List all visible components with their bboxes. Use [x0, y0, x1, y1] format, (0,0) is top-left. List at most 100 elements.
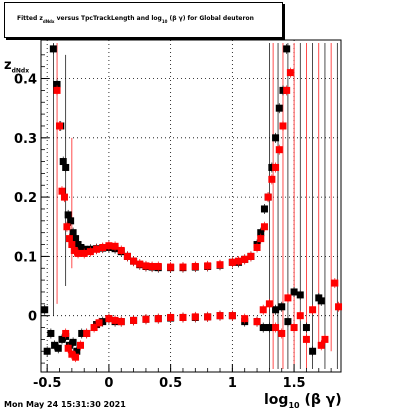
data-point: [142, 262, 150, 270]
data-point: [260, 223, 268, 231]
data-point: [117, 246, 125, 254]
data-point: [77, 244, 85, 251]
x-tick-label: 0: [104, 376, 113, 391]
data-point: [68, 350, 76, 358]
data-point: [331, 279, 339, 287]
data-point: [279, 122, 287, 130]
data-point: [264, 193, 272, 201]
data-point: [136, 260, 144, 268]
y-axis-label: zdNdx: [4, 58, 30, 75]
data-point: [228, 258, 236, 266]
data-point: [191, 262, 199, 270]
x-tick-label: 1.5: [283, 376, 306, 391]
data-point: [253, 318, 261, 326]
data-point: [111, 316, 119, 324]
data-point: [278, 329, 286, 337]
data-point: [302, 335, 310, 343]
data-point: [309, 306, 317, 314]
data-point: [130, 257, 138, 265]
data-point: [204, 262, 212, 270]
data-point: [60, 193, 68, 201]
data-point: [59, 158, 67, 166]
plot-frame: [40, 39, 342, 373]
data-point: [69, 338, 77, 346]
data-point: [53, 80, 61, 88]
data-point: [72, 353, 80, 361]
data-point: [279, 86, 287, 94]
data-point: [283, 45, 291, 53]
y-tick-label: 0.1: [14, 250, 37, 265]
data-point: [105, 315, 113, 323]
data-point: [90, 324, 98, 332]
data-point: [259, 324, 267, 332]
data-point: [130, 316, 138, 324]
data-point: [257, 235, 265, 243]
data-point: [296, 312, 304, 320]
y-tick-label: 0.3: [14, 132, 37, 147]
data-point: [265, 300, 273, 308]
data-point: [283, 86, 291, 94]
data-point: [78, 329, 86, 337]
data-point: [83, 329, 91, 337]
data-point: [142, 315, 150, 323]
data-point: [73, 347, 81, 355]
data-point: [284, 294, 292, 302]
data-point: [228, 312, 236, 320]
data-point: [309, 347, 317, 355]
data-point: [105, 242, 113, 250]
data-point: [54, 344, 62, 352]
data-point: [86, 248, 94, 256]
data-point: [179, 313, 187, 321]
x-tick-label: -0.5: [33, 376, 61, 391]
data-point: [216, 312, 224, 320]
data-point: [259, 306, 267, 314]
chart-title: Fitted zdNdx versus TpcTrackLength and l…: [17, 15, 254, 24]
data-point: [179, 263, 187, 271]
data-point: [62, 163, 70, 171]
data-point: [69, 229, 77, 237]
data-point: [191, 313, 199, 321]
data-point: [317, 341, 325, 349]
date-stamp: Mon May 24 15:31:30 2021: [4, 400, 126, 409]
data-point: [64, 211, 72, 219]
data-point: [51, 341, 59, 349]
data-point: [58, 187, 66, 195]
data-point: [43, 347, 51, 355]
y-tick-label: 0: [28, 310, 37, 325]
data-point: [290, 288, 298, 296]
data-point: [123, 252, 131, 260]
data-point: [286, 69, 294, 77]
data-point: [321, 335, 329, 343]
data-point: [99, 318, 107, 326]
data-point: [268, 163, 276, 171]
data-point: [68, 241, 76, 249]
data-point: [272, 163, 280, 171]
data-point: [99, 244, 107, 251]
data-point: [167, 263, 175, 271]
data-point: [241, 315, 249, 323]
data-point: [265, 324, 273, 332]
data-point: [317, 297, 325, 305]
data-point: [64, 344, 72, 352]
data-point: [154, 262, 162, 270]
title-box: Fitted zdNdx versus TpcTrackLength and l…: [4, 2, 283, 38]
data-point: [49, 45, 57, 53]
data-point: [278, 303, 286, 311]
data-point: [41, 306, 49, 314]
data-point: [56, 122, 64, 130]
data-point: [275, 104, 283, 112]
data-point: [80, 249, 88, 257]
data-point: [47, 329, 55, 337]
data-point: [257, 229, 265, 237]
data-point: [241, 255, 249, 263]
data-point: [93, 245, 101, 253]
data-point: [260, 205, 268, 213]
data-point: [62, 329, 70, 337]
data-point: [70, 246, 78, 254]
data-point: [167, 313, 175, 321]
data-point: [268, 175, 276, 183]
data-point: [63, 223, 71, 231]
data-point: [117, 318, 125, 326]
data-point: [67, 217, 75, 225]
data-point: [275, 146, 283, 154]
